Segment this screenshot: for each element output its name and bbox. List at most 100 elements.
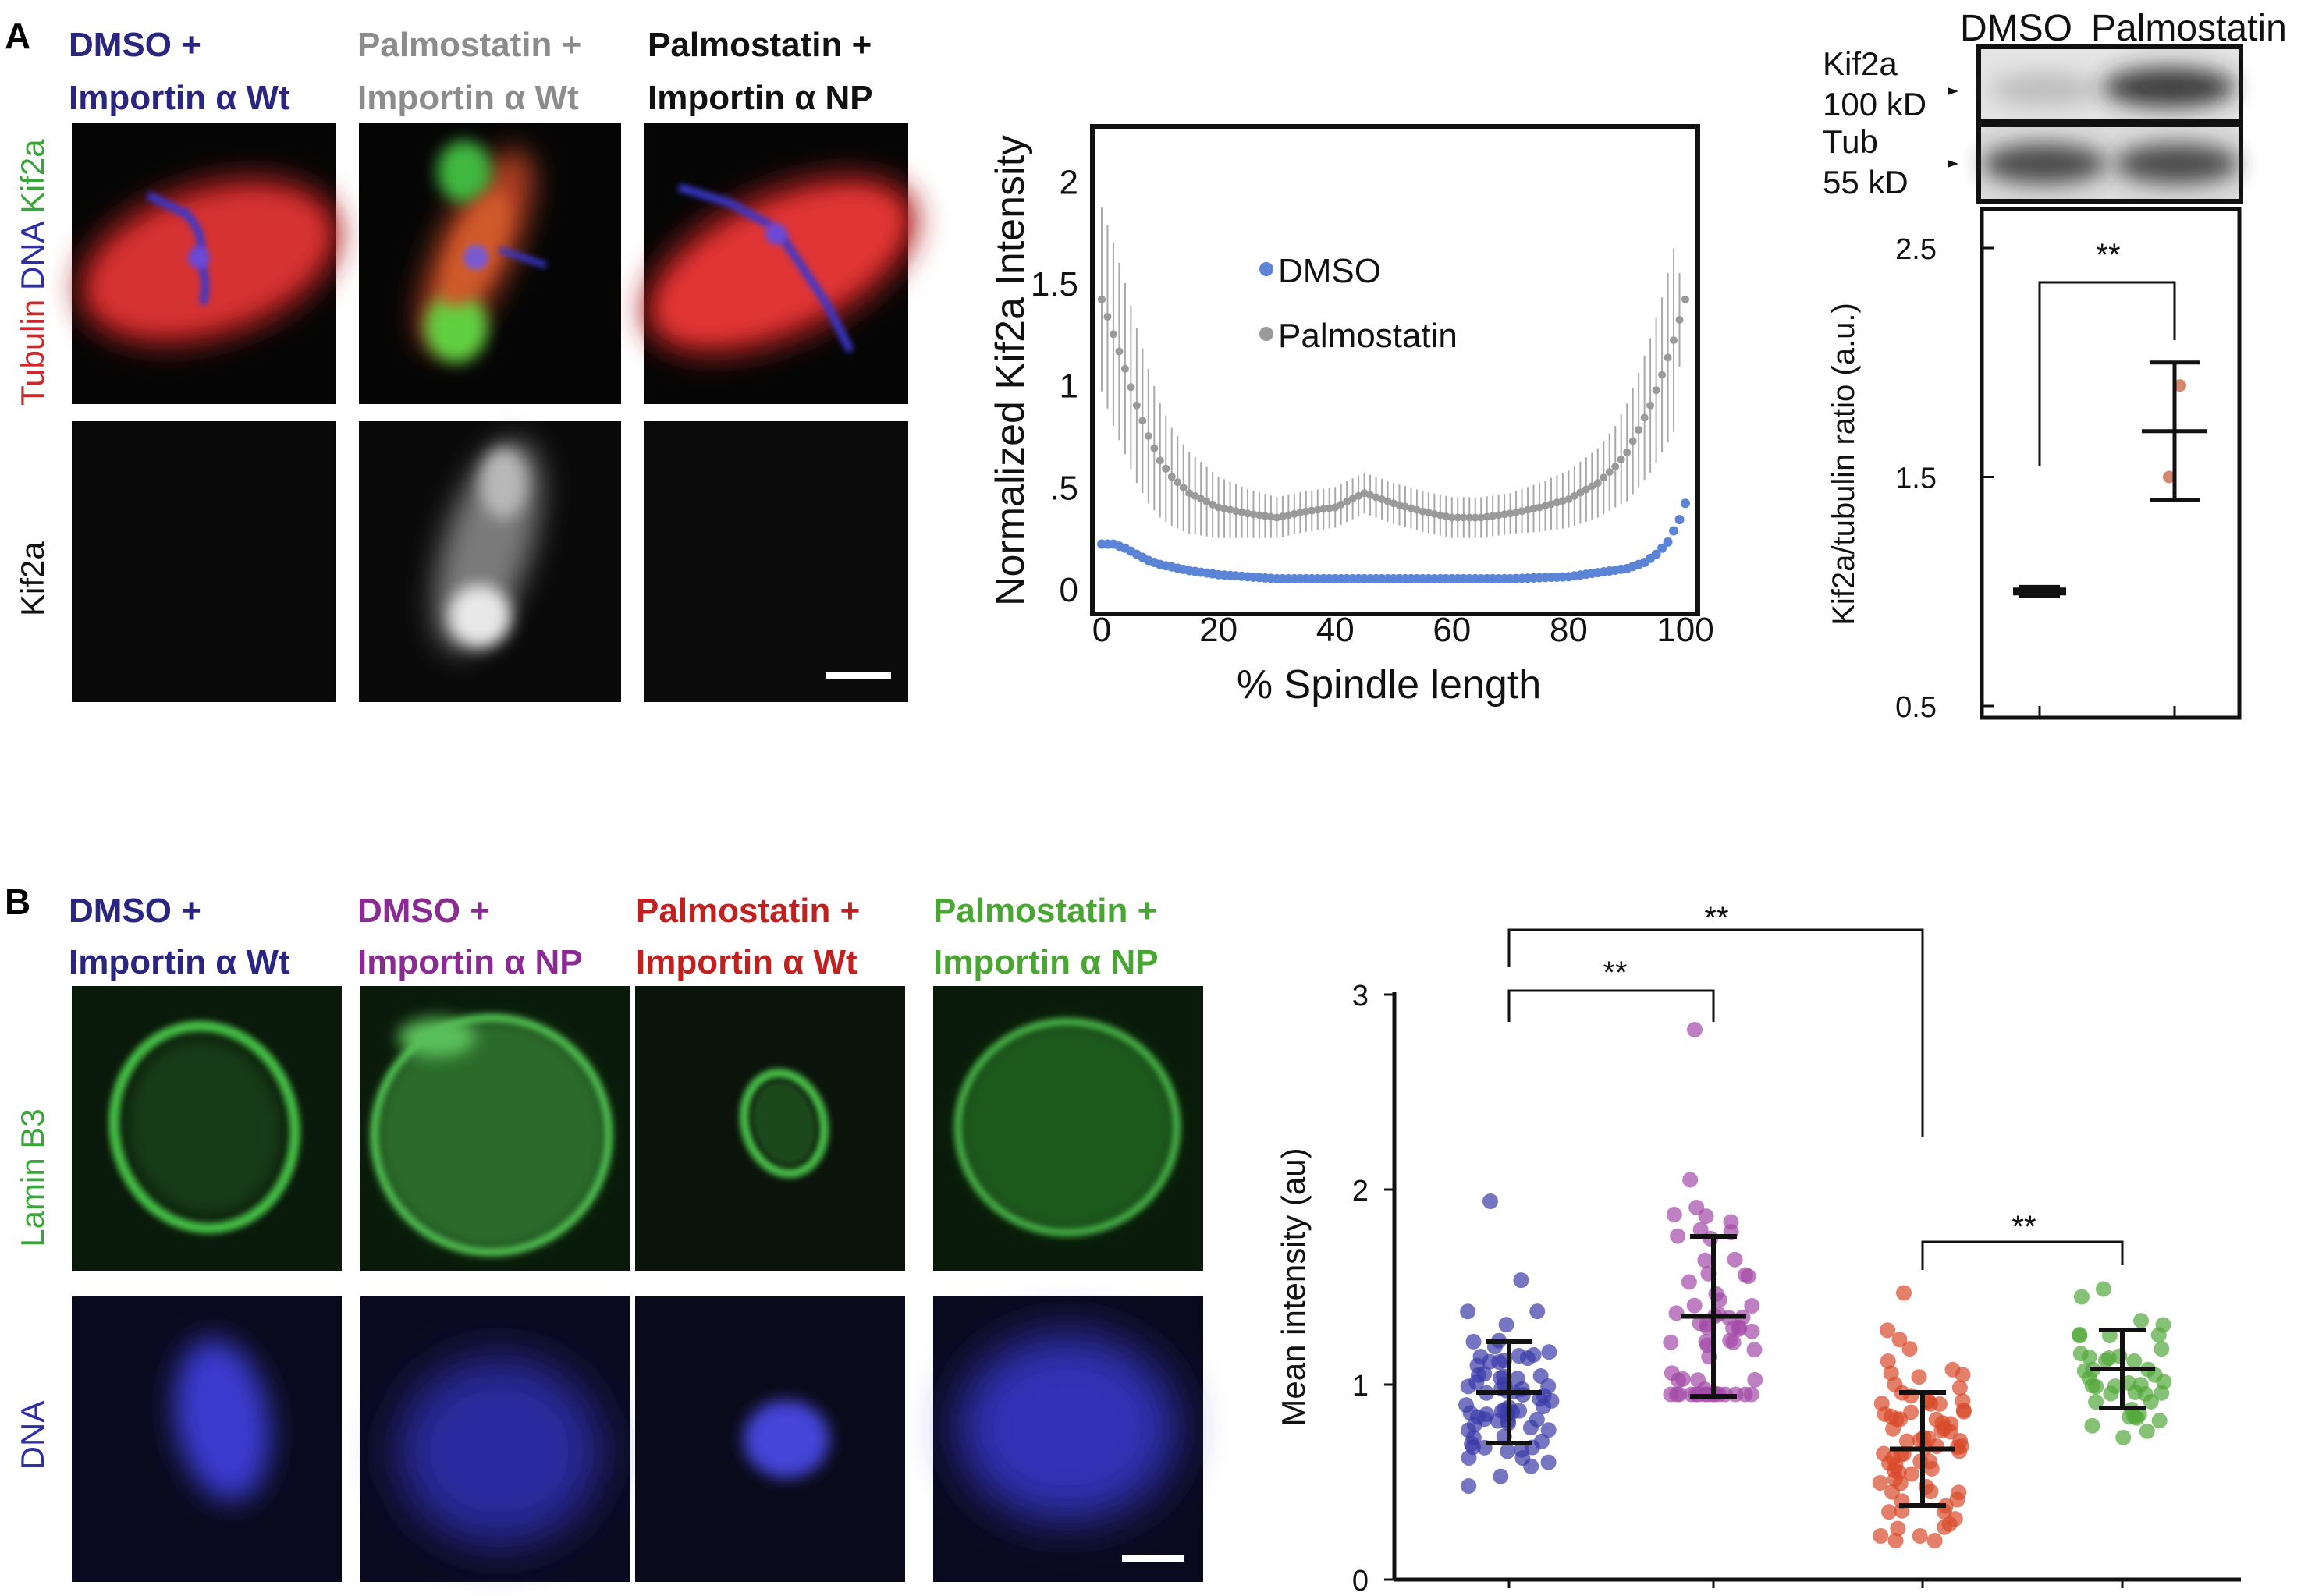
a-row-label-kif2a: Kif2a: [14, 139, 51, 223]
b-col1-line2: Importin α Wt: [69, 943, 290, 981]
chart-b-point: [1666, 1207, 1682, 1223]
chart-a-point: [1167, 473, 1176, 481]
chart-a-point: [1500, 510, 1509, 519]
chart-a-point: [1611, 463, 1620, 471]
chart-a-point: [1459, 513, 1468, 522]
chart-b-point: [1873, 1528, 1889, 1545]
chart-b-point: [1458, 1397, 1475, 1413]
chart-b-point: [1686, 1297, 1703, 1314]
a-col2-line1: Palmostatin +: [357, 26, 581, 64]
b-image-dmso-wt-lamin: [72, 986, 342, 1271]
chart-b-point: [1725, 1334, 1742, 1350]
chart-b-point: [1490, 1413, 1506, 1429]
chart-a2-ytick: 2.5: [1895, 233, 1937, 266]
chart-a-point: [1471, 513, 1479, 522]
chart-b-point: [1887, 1533, 1904, 1548]
chart-b-point: [1923, 1484, 1939, 1500]
chart-b-point: [1540, 1454, 1557, 1470]
b-col2-line2: Importin α NP: [357, 943, 583, 981]
wb-tub-label: Tub: [1823, 123, 1878, 160]
chart-a-point: [1290, 509, 1298, 518]
chart-a-series-dmso: [1097, 498, 1690, 583]
chart-b-point: [1744, 1323, 1760, 1339]
chart-b-marks: [1458, 1022, 2172, 1548]
chart-b-point: [1926, 1533, 1943, 1548]
chart-b-point: [1663, 1334, 1679, 1350]
chart-a2-marks: [2013, 360, 2207, 716]
chart-a-point: [1325, 504, 1333, 512]
chart-a-point: [1652, 386, 1660, 395]
chart-b-point: [1697, 1252, 1713, 1268]
sig-bracket-1-3: [1507, 928, 1924, 1137]
chart-a-point: [1674, 515, 1685, 525]
chart-a-xtick: 60: [1433, 611, 1471, 649]
legend-dmso-marker: [1259, 262, 1273, 276]
chart-b-point: [1947, 1511, 1963, 1527]
chart-a-point: [1430, 509, 1439, 518]
chart-a-point: [1115, 347, 1124, 356]
chart-a-xtick: 100: [1656, 611, 1713, 649]
chart-b-ytick: 0: [1352, 1565, 1369, 1596]
chart-b-point: [1465, 1333, 1482, 1350]
chart-a-point: [1454, 513, 1462, 522]
chart-a-point: [1477, 513, 1486, 522]
chart-b-point: [1890, 1520, 1906, 1537]
b-col2-line1: DMSO +: [357, 892, 490, 930]
b-image-dmso-wt-dna: [72, 1296, 342, 1582]
chart-b-point: [1692, 1222, 1709, 1238]
chart-b-point: [1931, 1396, 1948, 1412]
a-image-palm-np-kif2a: [644, 421, 908, 702]
chart-b-point: [1928, 1411, 1944, 1428]
chart-b-point: [1880, 1353, 1896, 1369]
chart-b-ytick: 2: [1352, 1175, 1369, 1208]
chart-a-point: [1261, 512, 1269, 520]
chart-a-point: [1319, 505, 1328, 513]
chart-b-point: [1731, 1319, 1748, 1335]
chart-b-point: [1951, 1380, 1968, 1396]
chart-b-point: [2107, 1378, 2123, 1395]
chart-b-point: [1727, 1251, 1743, 1268]
chart-b-point: [1955, 1367, 1971, 1383]
chart-a-series-palmostatin: [1098, 207, 1689, 538]
b-image-palm-np-lamin: [933, 986, 1203, 1271]
chart-a-point: [1185, 489, 1194, 498]
a-row-label-dna: DNA: [14, 221, 51, 299]
chart-b-point: [1952, 1432, 1969, 1449]
chart-a2-point: [2163, 470, 2175, 484]
chart-b-point: [1708, 1286, 1724, 1302]
chart-a-frame: [1090, 124, 1700, 616]
chart-a-point: [1447, 513, 1456, 522]
chart-b-point: [2073, 1289, 2090, 1305]
chart-b-point: [2072, 1328, 2088, 1344]
chart-a-point: [1098, 295, 1106, 303]
chart-a-point: [1255, 511, 1263, 520]
chart-b-point: [1951, 1484, 1967, 1501]
chart-a-point: [1348, 495, 1357, 503]
chart-a-point: [1664, 353, 1672, 362]
chart-b-point: [1500, 1443, 1516, 1459]
chart-a-ytick: .5: [1049, 469, 1078, 507]
chart-a-point: [1120, 364, 1129, 373]
chart-b-point: [1670, 1228, 1686, 1244]
chart-b-point: [1511, 1403, 1528, 1419]
chart-a-point: [1582, 485, 1590, 494]
chart-a-point: [1605, 468, 1614, 477]
chart-b-point: [2133, 1313, 2150, 1329]
chart-b-point: [2081, 1349, 2097, 1365]
a-image-dmso-wt-kif2a: [72, 421, 336, 702]
chart-a-point: [1273, 513, 1281, 522]
chart-b-point: [1540, 1422, 1557, 1438]
chart-a-point: [1197, 495, 1205, 503]
chart-a2-ytick: 0.5: [1895, 691, 1937, 724]
chart-b-ylabel: Mean intensity (au): [1275, 1147, 1312, 1426]
chart-b-point: [1529, 1303, 1546, 1320]
chart-a-point: [1669, 526, 1679, 536]
b-image-palm-wt-dna: [635, 1296, 905, 1582]
chart-b-group-4: [2072, 1281, 2172, 1445]
chart-a-point: [1179, 484, 1188, 492]
b-col1-line1: DMSO +: [69, 892, 201, 930]
a-row-label-bottom: Kif2a: [14, 541, 51, 616]
a-image-palm-wt-kif2a: [359, 421, 621, 702]
chart-b-point: [1929, 1438, 1945, 1454]
chart-b-point: [1533, 1433, 1550, 1449]
